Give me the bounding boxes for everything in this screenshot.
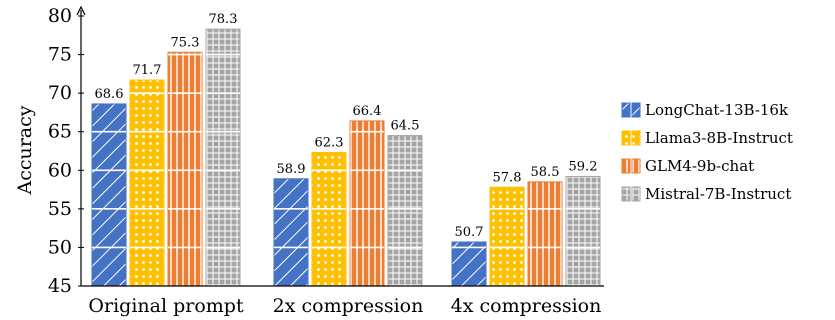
axes (76, 5, 604, 287)
y-tick-label: 55 (48, 198, 72, 220)
category-label: 2x compression (273, 295, 424, 317)
legend-swatch (621, 130, 631, 146)
y-ticks: 45 50 55 60 65 70 75 80 (48, 5, 84, 297)
bar-2-0 (451, 241, 487, 287)
data-label: 71.7 (133, 63, 162, 78)
data-label: 64.5 (391, 119, 420, 134)
legend-swatch (631, 130, 641, 146)
bars (91, 28, 601, 287)
data-label: 59.2 (569, 159, 598, 174)
y-axis-label: Accuracy (14, 105, 36, 195)
legend-swatch (621, 158, 631, 174)
data-label: 68.6 (95, 87, 124, 102)
bar-2-3 (565, 175, 601, 287)
data-label: 75.3 (171, 35, 200, 50)
legend-swatch (631, 186, 641, 202)
legend-swatch (621, 102, 631, 118)
y-tick-label: 75 (48, 44, 72, 66)
category-label: 4x compression (451, 295, 602, 317)
bar-1-2 (349, 120, 385, 287)
bar-2-1 (489, 186, 525, 287)
category-label: Original prompt (88, 295, 244, 317)
y-tick-label: 80 (48, 5, 72, 27)
bar-2-2 (527, 181, 563, 287)
bar-1-3 (387, 135, 423, 287)
data-label: 66.4 (353, 104, 382, 119)
y-tick-label: 50 (48, 236, 72, 258)
y-tick-label: 65 (48, 121, 72, 143)
bar-0-3 (205, 28, 241, 287)
data-label: 78.3 (209, 12, 238, 27)
bar-0-0 (91, 103, 127, 287)
legend-swatch (631, 158, 641, 174)
bar-1-1 (311, 152, 347, 287)
data-label: 58.5 (531, 165, 560, 180)
legend-swatch (621, 186, 631, 202)
y-tick-label: 45 (48, 275, 72, 297)
category-labels: Original prompt 2x compression 4x compress… (88, 295, 601, 317)
bar-1-0 (273, 178, 309, 287)
legend-label: LongChat-13B-16k (645, 101, 789, 119)
legend-swatch (631, 102, 641, 118)
data-label: 57.8 (493, 170, 522, 185)
bar-0-1 (129, 79, 165, 287)
data-label: 58.9 (277, 162, 306, 177)
data-labels: 68.6 71.7 75.3 78.3 58.9 62.3 66.4 64.5 50.7 57.8… (95, 12, 598, 240)
y-tick-label: 70 (48, 82, 72, 104)
legend-label: GLM4-9b-chat (645, 157, 754, 175)
legend: LongChat-13B-16k Llama3-8B-Instruct GLM4-9… (621, 101, 793, 203)
data-label: 62.3 (315, 136, 344, 151)
bar-0-2 (167, 51, 203, 287)
y-axis-arrow (76, 5, 86, 16)
data-label: 50.7 (455, 225, 484, 240)
y-tick-label: 60 (48, 159, 72, 181)
legend-label: Mistral-7B-Instruct (645, 185, 791, 203)
legend-label: Llama3-8B-Instruct (645, 129, 793, 147)
